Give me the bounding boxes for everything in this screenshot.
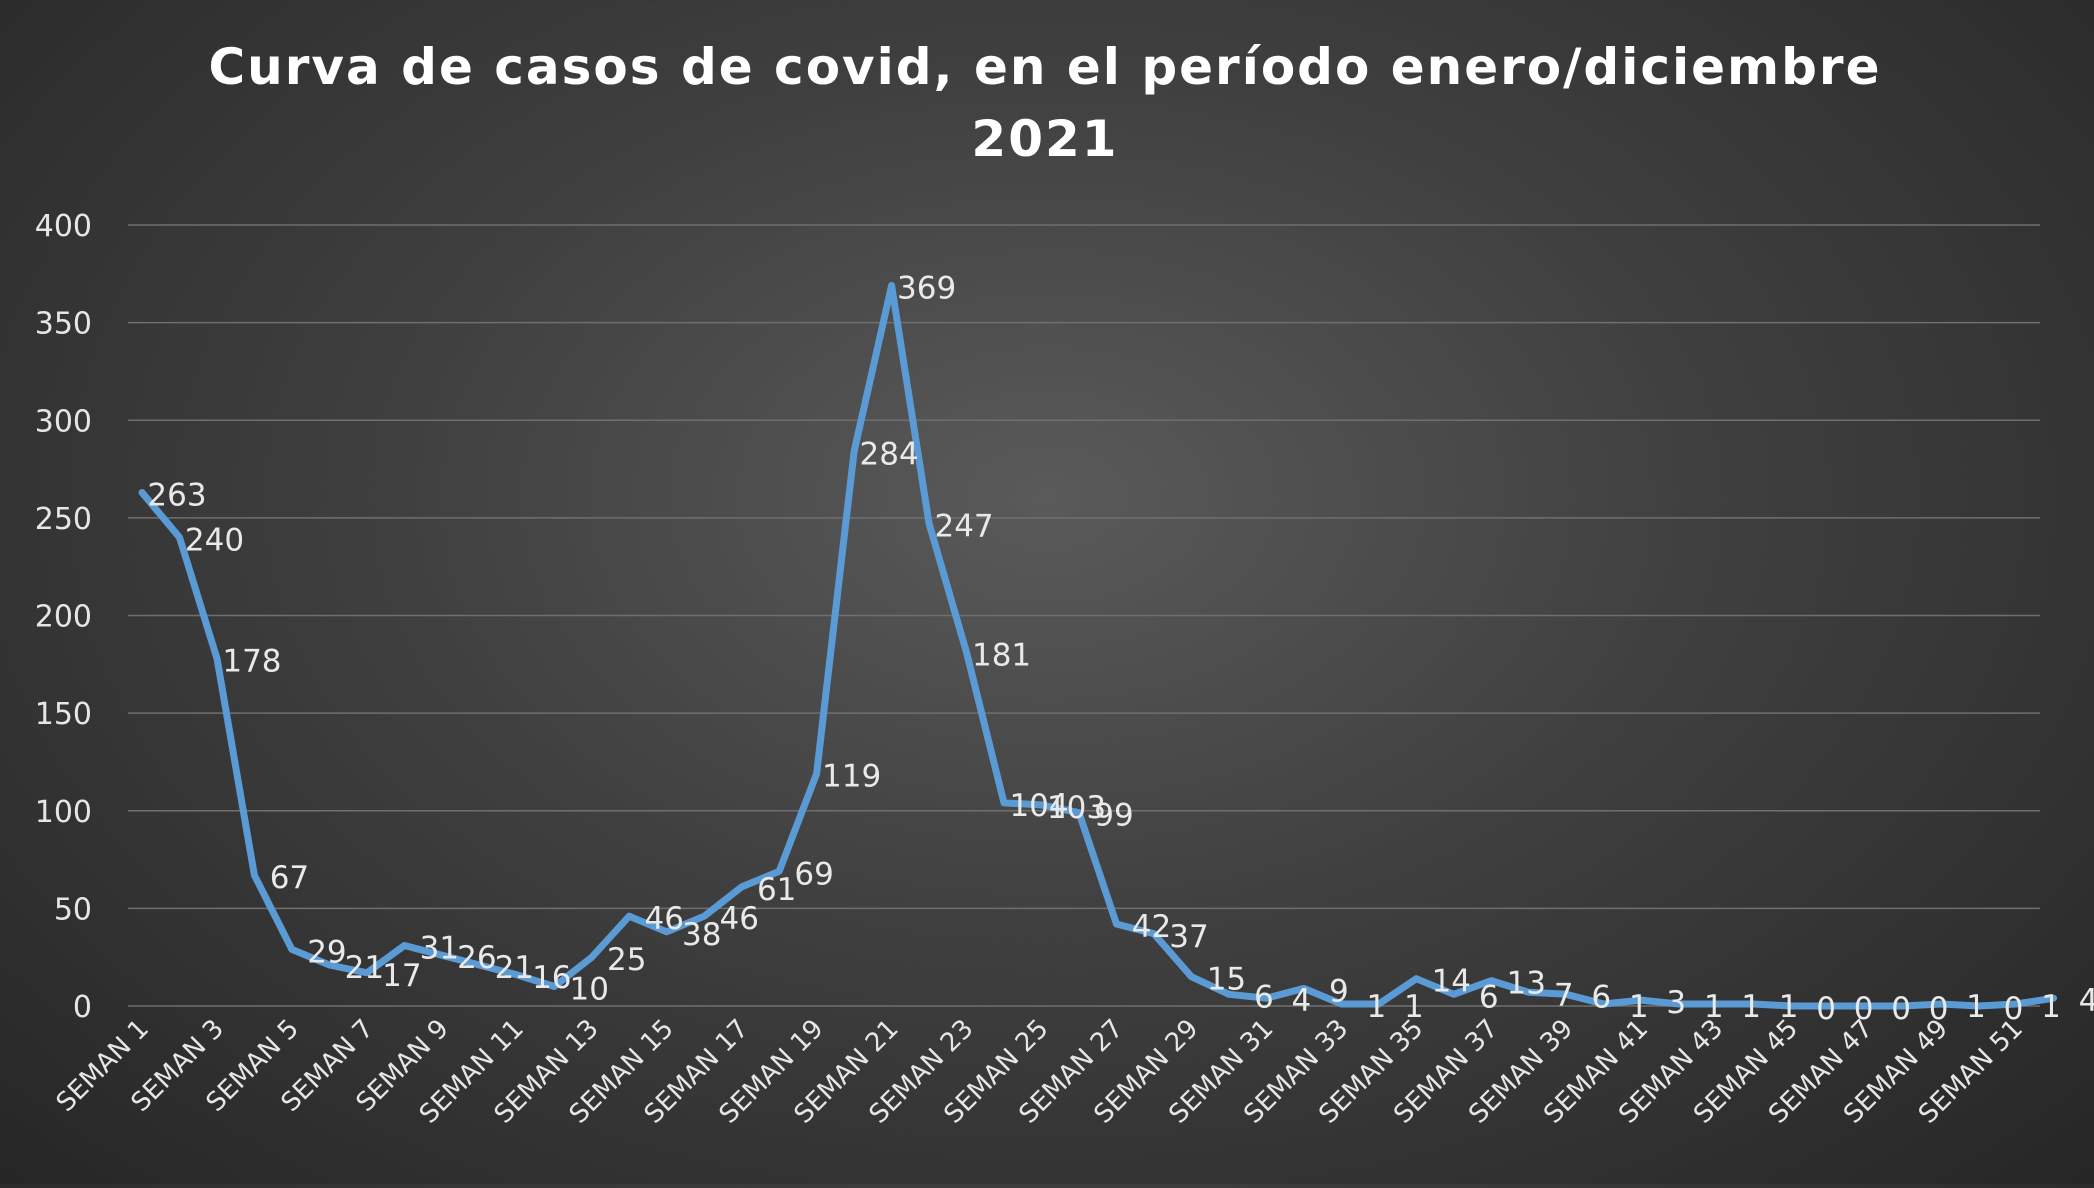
data-label: 46 [645,901,684,937]
data-label: 15 [1207,962,1246,998]
data-label: 25 [607,942,646,978]
data-label: 21 [345,950,384,986]
y-tick-label: 150 [35,697,92,732]
data-label: 0 [2004,991,2024,1027]
data-label: 1 [1404,989,1424,1025]
data-label: 31 [420,930,459,966]
y-tick-label: 200 [35,600,92,635]
data-label: 1 [1704,989,1724,1025]
y-tick-label: 0 [73,990,92,1025]
data-label: 3 [1666,985,1686,1021]
data-label: 178 [222,643,281,679]
data-label: 7 [1554,977,1574,1013]
data-label: 240 [185,522,244,558]
data-label: 69 [794,856,833,892]
data-label: 9 [1329,973,1349,1009]
data-label: 1 [2041,989,2061,1025]
data-label: 1 [1366,989,1386,1025]
y-tick-label: 350 [35,307,92,342]
data-label: 4 [1292,983,1312,1019]
data-label: 4 [2079,983,2094,1019]
y-tick-label: 250 [35,502,92,537]
data-label: 10 [570,971,609,1007]
data-label: 1 [1741,989,1761,1025]
data-label: 284 [860,436,919,472]
data-label: 42 [1132,909,1171,945]
data-label: 0 [1854,991,1874,1027]
data-label: 46 [719,901,758,937]
data-label: 13 [1507,966,1546,1002]
data-label: 1 [1966,989,1986,1025]
data-label: 369 [897,271,956,307]
data-label: 14 [1432,964,1471,1000]
series-cases [138,282,2057,1010]
data-label: 247 [934,509,993,545]
y-tick-label: 50 [54,892,92,927]
y-tick-label: 400 [35,209,92,244]
data-label: 16 [532,960,571,996]
data-label: 119 [822,759,881,795]
data-label: 263 [147,477,206,513]
data-label: 17 [382,958,421,994]
data-label: 6 [1254,979,1274,1015]
gridlines [128,224,2040,1007]
data-label: 99 [1094,798,1133,834]
data-label: 6 [1479,979,1499,1015]
data-label: 29 [307,934,346,970]
data-label: 1 [1629,989,1649,1025]
data-label: 0 [1891,991,1911,1027]
y-axis-ticks: 0 50 100 150 200 250 300 350 400 [35,209,92,1025]
chart-title-line-1: Curva de casos de covid, en el período e… [208,38,1881,96]
data-label: 61 [757,872,796,908]
y-tick-label: 100 [35,795,92,830]
data-label: 181 [972,638,1031,674]
data-label: 1 [1779,989,1799,1025]
series-line [138,282,2057,1010]
chart-title-line-2: 2021 [971,110,1118,168]
data-label: 104 [1009,788,1068,824]
data-label: 0 [1929,991,1949,1027]
data-label: 26 [457,940,496,976]
y-tick-label: 300 [35,404,92,439]
data-labels: 2632401786729211731262116102546384661691… [147,271,2094,1027]
data-label: 6 [1591,979,1611,1015]
data-label: 37 [1169,919,1208,955]
data-label: 67 [270,860,309,896]
data-label: 0 [1816,991,1836,1027]
data-label: 103 [1047,790,1106,826]
data-label: 38 [682,917,721,953]
data-label: 21 [495,950,534,986]
